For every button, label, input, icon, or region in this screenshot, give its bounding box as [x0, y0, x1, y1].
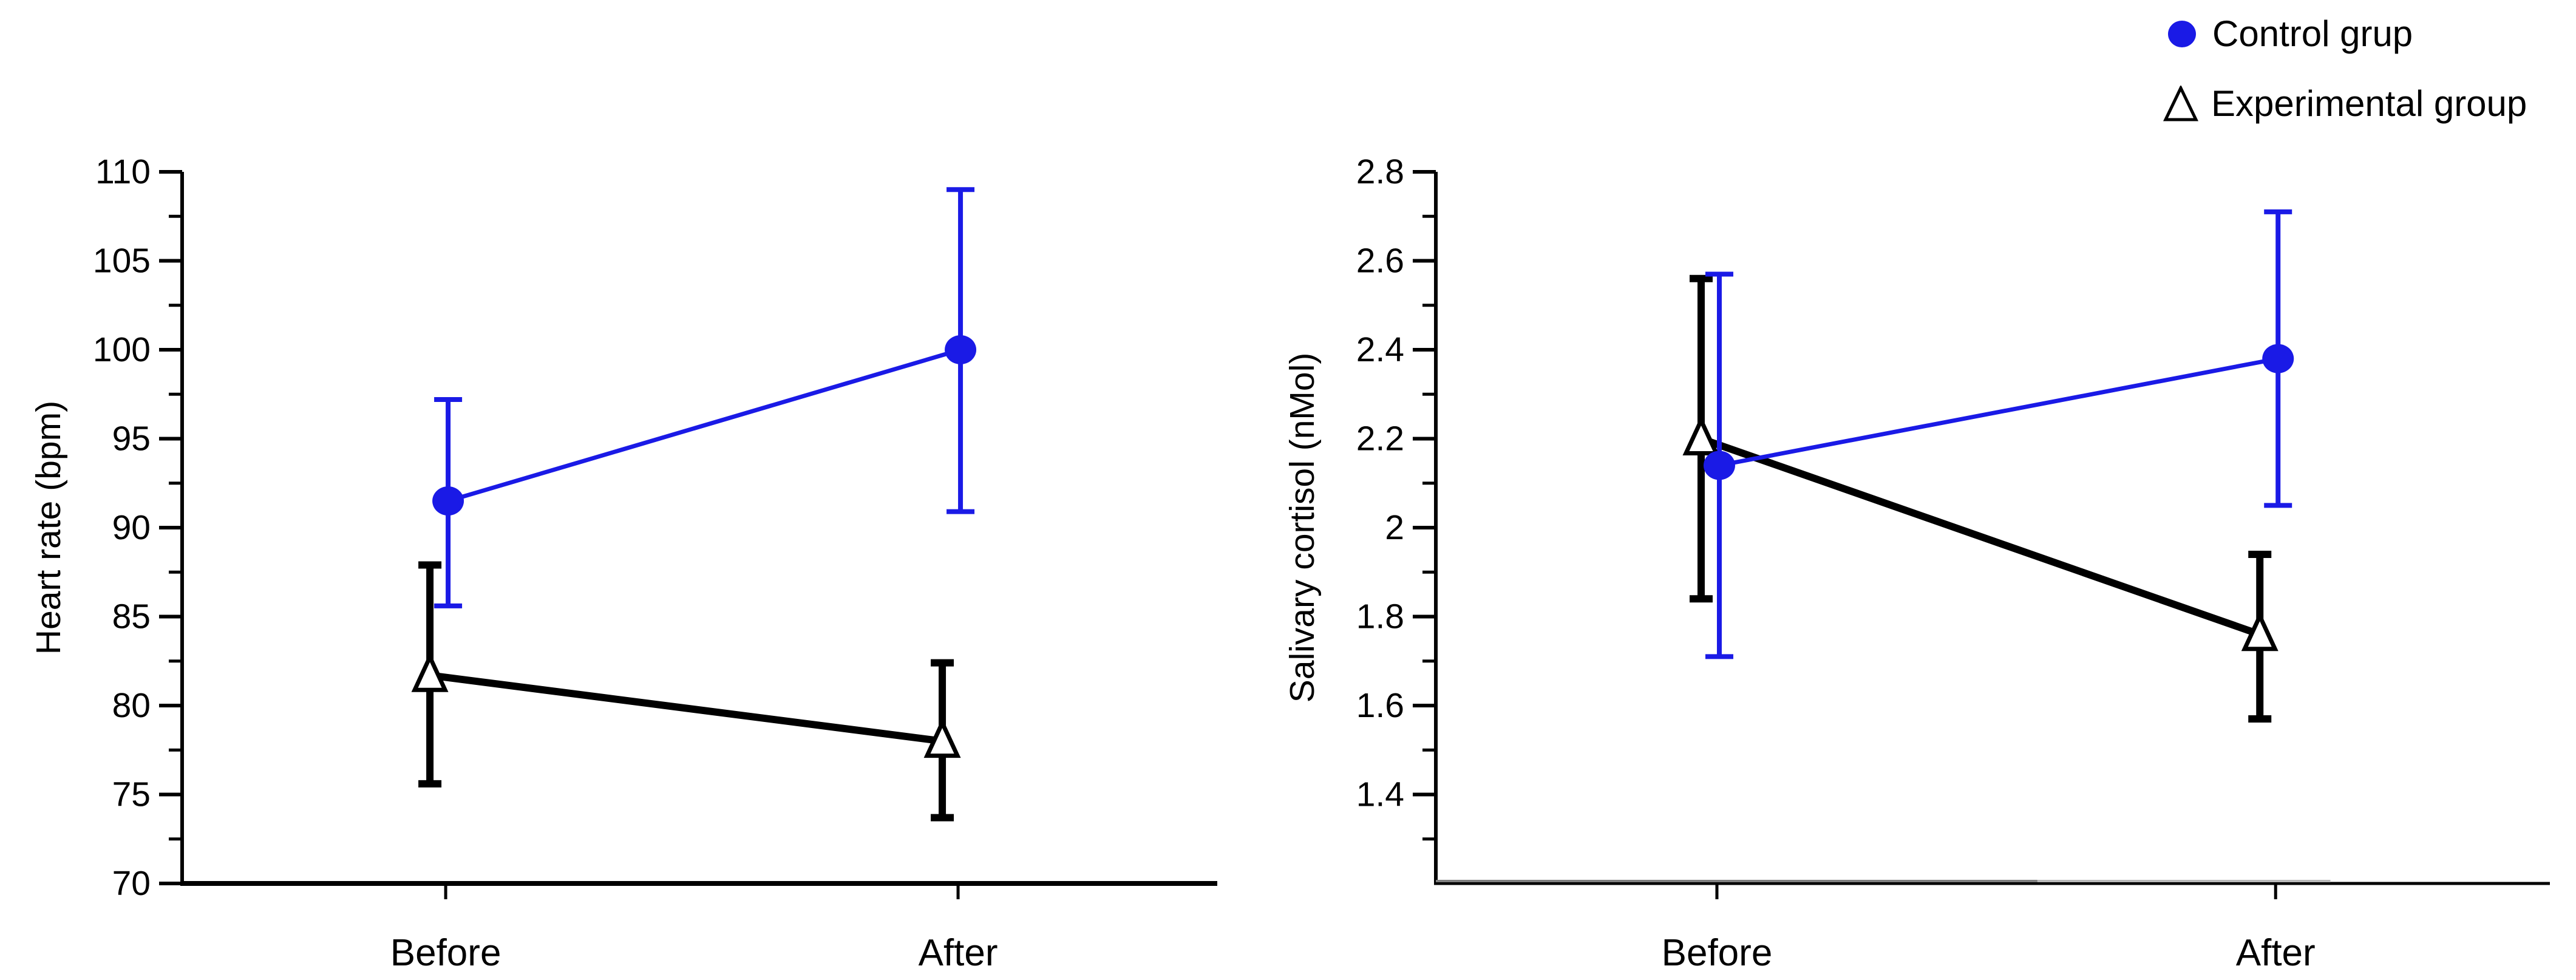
- heart-rate-y-tick-label: 105: [93, 242, 151, 281]
- salivary-cortisol-y-tick-label: 2.8: [1356, 152, 1404, 191]
- heart-rate-y-tick-label: 75: [112, 775, 151, 814]
- experimental-after-marker: [923, 718, 961, 758]
- experimental-before-marker: [411, 652, 449, 692]
- heart-rate-y-tick-label: 85: [112, 597, 151, 636]
- legend-label-control: Control grup: [2212, 13, 2413, 54]
- control-before-marker: [432, 486, 464, 516]
- control-before-marker: [1703, 451, 1735, 480]
- legend-label-experimental: Experimental group: [2211, 83, 2527, 124]
- salivary-cortisol-series-experimental: [1689, 274, 2272, 723]
- legend-item-control: Control grup: [2160, 15, 2413, 53]
- experimental-after-marker: [2241, 611, 2279, 652]
- salivary-cortisol-y-tick-label: 1.6: [1356, 686, 1404, 725]
- experimental-line: [429, 672, 943, 745]
- experimental-line: [1699, 435, 2262, 638]
- control-after-marker: [945, 335, 977, 364]
- filled-circle-icon: [2168, 21, 2196, 47]
- heart-rate-y-tick-label: 70: [112, 864, 151, 903]
- heart-rate-y-tick-label: 90: [112, 508, 151, 547]
- salivary-cortisol-series-control: [1705, 209, 2292, 659]
- salivary-cortisol-y-tick-label: 2: [1385, 508, 1404, 547]
- control-after-marker: [2262, 344, 2294, 373]
- chart-salivary-cortisol: 1.4 1.6 1.8 2 2.2 2.4 2.6 2.8 Before After Salivar…: [1283, 152, 2550, 974]
- salivary-cortisol-y-tick-label: 1.4: [1356, 775, 1404, 814]
- salivary-cortisol-x-category-label-before: Before: [1662, 932, 1773, 974]
- control-line: [447, 347, 962, 503]
- salivary-cortisol-x-category-label-after: After: [2236, 932, 2316, 974]
- legend-marker-box: [2160, 15, 2204, 53]
- heart-rate-y-tick-label: 95: [112, 420, 151, 458]
- salivary-cortisol-y-tick-label: 2.2: [1356, 420, 1404, 458]
- heart-rate-series-control: [434, 187, 975, 608]
- heart-rate-x-category-label-after: After: [919, 932, 998, 974]
- experimental-before-marker: [1682, 415, 1720, 455]
- heart-rate-y-axis-title: Heart rate (bpm): [29, 401, 68, 655]
- open-triangle-icon: [2163, 86, 2198, 121]
- heart-rate-x-category-label-before: Before: [390, 932, 501, 974]
- legend-item-experimental: Experimental group: [2159, 85, 2527, 123]
- salivary-cortisol-y-axis-title: Salivary cortisol (nMol): [1283, 353, 1322, 703]
- heart-rate-y-tick-label: 80: [112, 686, 151, 725]
- salivary-cortisol-y-tick-label: 2.4: [1356, 330, 1404, 369]
- control-line: [1719, 356, 2279, 468]
- heart-rate-series-experimental: [418, 561, 954, 822]
- chart-heart-rate: 70 75 80 85 90 95 100 105 110 Before After Heart ra…: [29, 152, 1217, 974]
- heart-rate-y-tick-label: 100: [93, 330, 151, 369]
- salivary-cortisol-y-tick-label: 2.6: [1356, 242, 1404, 281]
- legend-marker-box: [2159, 85, 2203, 123]
- heart-rate-y-tick-label: 110: [95, 152, 151, 191]
- salivary-cortisol-y-tick-label: 1.8: [1356, 597, 1404, 636]
